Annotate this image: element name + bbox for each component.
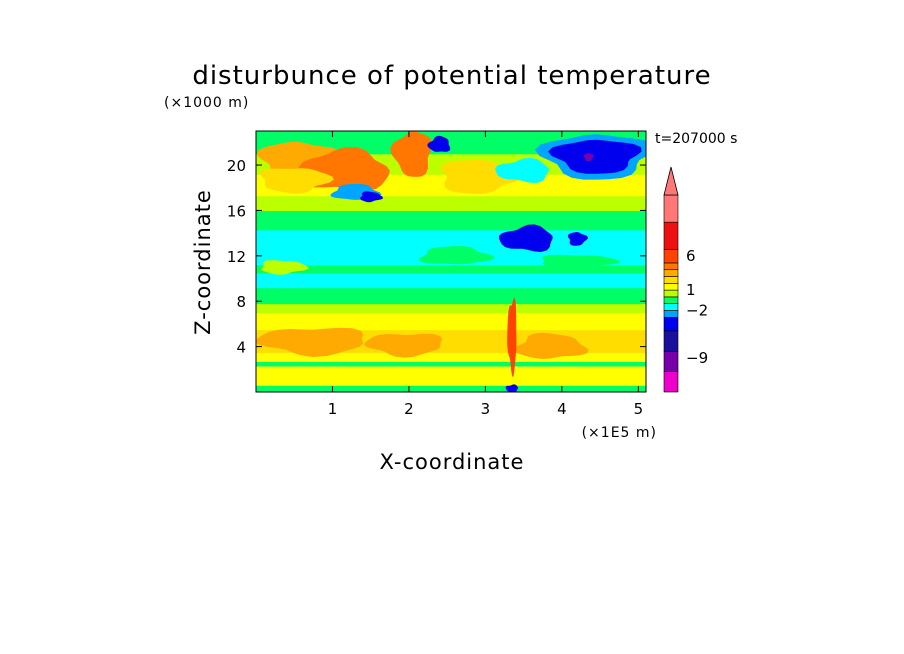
x-tick-label: 1	[328, 400, 338, 418]
field-contour-cell	[259, 168, 334, 194]
colorbar-swatch	[663, 303, 679, 311]
time-label: t=207000 s	[655, 131, 737, 147]
y-tick-label: 20	[227, 157, 246, 175]
y-tick-label: 16	[227, 202, 246, 220]
field-layer	[256, 312, 646, 331]
field-contour-cell	[499, 224, 553, 252]
colorbar-swatch	[663, 350, 679, 372]
y-tick-label: 4	[236, 339, 246, 357]
x-unit-label: (×1E5 m)	[582, 425, 657, 441]
y-axis-ticks: 4 8 12 16 20	[227, 157, 646, 357]
field-contour-cell	[360, 191, 384, 203]
field-contour-cell	[548, 139, 642, 174]
colorbar-swatch	[663, 296, 679, 304]
colorbar-swatch	[663, 371, 679, 393]
colorbar-swatch	[663, 221, 679, 250]
x-axis-ticks: 1 2 3 4 5	[328, 131, 643, 418]
colorbar-swatch	[663, 249, 679, 264]
field-layer	[256, 272, 646, 289]
x-tick-label: 3	[481, 400, 491, 418]
field-layer	[256, 210, 646, 231]
colorbar-label: −2	[686, 301, 708, 319]
field-layer	[256, 287, 646, 305]
plot-frame	[255, 130, 647, 393]
x-tick-label: 2	[404, 400, 414, 418]
chart-title: disturbunce of potential temperature	[192, 61, 711, 91]
field-contour-cell	[261, 260, 309, 275]
field-layer	[256, 352, 646, 362]
field-contour-cell	[542, 254, 621, 270]
field-contour-cell	[507, 297, 517, 377]
y-axis-label: Z-coordinate	[191, 189, 215, 335]
colorbar-swatch	[663, 194, 679, 223]
field-contour-cell	[418, 246, 495, 265]
colorbar-swatch	[663, 316, 679, 332]
colorbar-swatch	[663, 283, 679, 291]
field-layer	[256, 264, 646, 274]
colorbar-swatch	[663, 310, 679, 318]
field-layer	[256, 361, 646, 367]
field-contour-cell	[256, 327, 363, 357]
field-contour-cell	[427, 135, 451, 152]
colorbar-swatch	[663, 330, 679, 352]
field-layer	[256, 195, 646, 212]
field-contour-cell	[363, 333, 443, 358]
y-unit-label: (×1000 m)	[164, 95, 249, 111]
colorbar-swatch	[663, 276, 679, 284]
colorbar-swatch	[663, 262, 679, 271]
field-contour-cell	[583, 153, 594, 162]
field-contour-cell	[495, 157, 549, 183]
x-tick-label: 5	[634, 400, 644, 418]
colorbar-label: 6	[686, 247, 696, 265]
field-contour-cell	[390, 131, 433, 177]
plot-area	[256, 131, 646, 392]
y-tick-label: 8	[236, 293, 246, 311]
x-axis-label: X-coordinate	[380, 450, 525, 474]
colorbar-label: −9	[686, 349, 708, 367]
colorbar-extend-arrow	[663, 166, 679, 196]
field-contour-cell	[567, 232, 588, 246]
colorbar-label: 1	[686, 281, 696, 299]
y-tick-label: 12	[227, 248, 246, 266]
field-layer	[256, 385, 646, 392]
field-contour-cell	[513, 332, 589, 359]
colorbar: 6 1 −2 −9	[663, 166, 708, 393]
field-contour-cell	[505, 384, 519, 392]
colorbar-swatch	[663, 289, 679, 298]
x-tick-label: 4	[557, 400, 567, 418]
colorbar-swatch	[663, 269, 679, 277]
field-layer	[256, 365, 646, 386]
field-layer	[256, 303, 646, 314]
